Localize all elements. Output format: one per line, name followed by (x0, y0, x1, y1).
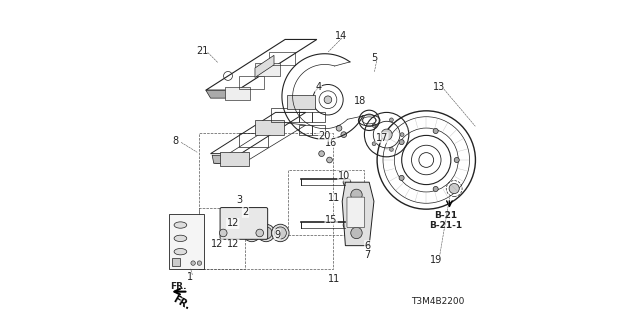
Ellipse shape (260, 227, 272, 239)
Circle shape (341, 132, 347, 138)
Ellipse shape (243, 224, 260, 242)
Circle shape (220, 229, 227, 237)
Text: 6: 6 (365, 241, 371, 251)
Text: 11: 11 (328, 274, 340, 284)
Bar (200, 208, 246, 269)
Text: 8: 8 (173, 136, 179, 146)
Circle shape (390, 148, 394, 151)
Circle shape (454, 157, 460, 163)
Text: 3: 3 (236, 195, 242, 205)
Text: 10: 10 (338, 171, 350, 181)
Text: 19: 19 (429, 255, 442, 265)
Bar (172, 258, 180, 266)
Circle shape (372, 124, 376, 127)
Ellipse shape (246, 227, 258, 239)
Polygon shape (206, 90, 237, 98)
Circle shape (433, 128, 438, 133)
Circle shape (343, 221, 351, 229)
Ellipse shape (174, 235, 187, 242)
Text: T3M4B2200: T3M4B2200 (411, 297, 464, 306)
Circle shape (326, 157, 332, 163)
Text: 12: 12 (227, 239, 239, 249)
Polygon shape (212, 155, 241, 165)
Text: 1: 1 (187, 272, 193, 282)
FancyBboxPatch shape (220, 208, 268, 239)
Text: FR.: FR. (171, 282, 187, 292)
Ellipse shape (174, 249, 187, 255)
Text: 13: 13 (433, 82, 445, 92)
Text: 5: 5 (371, 53, 377, 63)
Polygon shape (287, 95, 316, 109)
Text: 9: 9 (274, 229, 280, 240)
Circle shape (343, 178, 351, 186)
Circle shape (399, 175, 404, 180)
Circle shape (351, 189, 362, 201)
Bar (288, 170, 364, 235)
Ellipse shape (275, 227, 286, 239)
Text: 7: 7 (364, 250, 371, 260)
Circle shape (381, 129, 392, 140)
Bar (170, 214, 204, 269)
Text: 12: 12 (211, 239, 223, 249)
Circle shape (319, 151, 324, 156)
Bar (200, 133, 333, 269)
Circle shape (390, 118, 394, 122)
Text: 15: 15 (325, 215, 337, 225)
Text: 11: 11 (328, 193, 340, 203)
Ellipse shape (174, 222, 187, 228)
Ellipse shape (271, 224, 289, 242)
Polygon shape (255, 55, 274, 77)
Text: 16: 16 (325, 138, 337, 148)
FancyBboxPatch shape (347, 197, 365, 228)
Text: B-21: B-21 (434, 211, 457, 220)
Circle shape (324, 96, 332, 104)
Text: B-21-1: B-21-1 (429, 220, 462, 229)
Text: 4: 4 (316, 82, 321, 92)
Ellipse shape (257, 224, 275, 242)
Text: 14: 14 (335, 31, 347, 41)
Polygon shape (255, 120, 284, 135)
Text: 2: 2 (243, 207, 248, 217)
Polygon shape (220, 152, 248, 166)
Text: FR.: FR. (171, 294, 191, 312)
Circle shape (400, 133, 404, 137)
Polygon shape (342, 182, 374, 246)
Polygon shape (255, 63, 280, 76)
Text: 18: 18 (353, 96, 366, 106)
Circle shape (399, 140, 404, 145)
Circle shape (449, 183, 460, 194)
Circle shape (191, 261, 195, 265)
Text: 21: 21 (196, 45, 209, 56)
Circle shape (336, 125, 342, 131)
Text: 12: 12 (227, 219, 239, 228)
Circle shape (372, 142, 376, 146)
Circle shape (197, 261, 202, 265)
Circle shape (351, 227, 362, 239)
Circle shape (256, 229, 264, 237)
Text: 20: 20 (319, 131, 331, 141)
Polygon shape (225, 87, 250, 100)
Circle shape (433, 187, 438, 192)
Text: 17: 17 (376, 133, 388, 143)
